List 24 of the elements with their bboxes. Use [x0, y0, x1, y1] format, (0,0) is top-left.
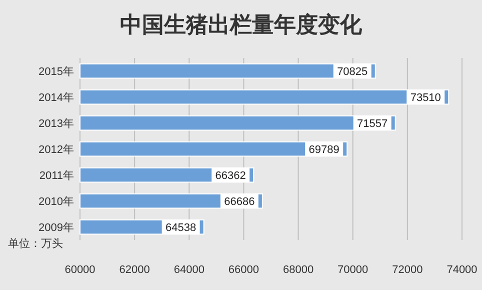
x-tick-label: 66000	[228, 264, 260, 276]
data-label: 69789	[308, 144, 340, 156]
x-tick-label: 70000	[338, 264, 368, 276]
y-tick-label: 2014年	[38, 92, 74, 104]
x-tick-label: 68000	[282, 264, 314, 276]
y-tick-label: 2012年	[38, 144, 74, 156]
x-tick-label: 72000	[392, 264, 423, 276]
data-label: 71557	[357, 118, 388, 130]
y-tick-label: 2009年	[38, 222, 74, 234]
data-label: 66362	[215, 170, 246, 182]
data-label: 70825	[337, 66, 368, 78]
x-tick-label: 64000	[174, 264, 204, 276]
data-label: 66686	[224, 196, 255, 208]
chart-title: 中国生猪出栏量年度变化	[120, 12, 363, 37]
y-tick-label: 2013年	[38, 118, 74, 130]
x-tick-label: 74000	[446, 264, 478, 276]
y-tick-label: 2015年	[38, 66, 74, 78]
text: 单位：万头	[8, 237, 63, 250]
data-label: 73510	[410, 92, 441, 104]
x-tick-label: 60000	[64, 264, 96, 276]
y-tick-label: 2011年	[39, 170, 74, 182]
x-tick-label: 62000	[119, 264, 150, 276]
y-tick-label: 2010年	[38, 196, 74, 208]
data-label: 64538	[166, 222, 196, 234]
